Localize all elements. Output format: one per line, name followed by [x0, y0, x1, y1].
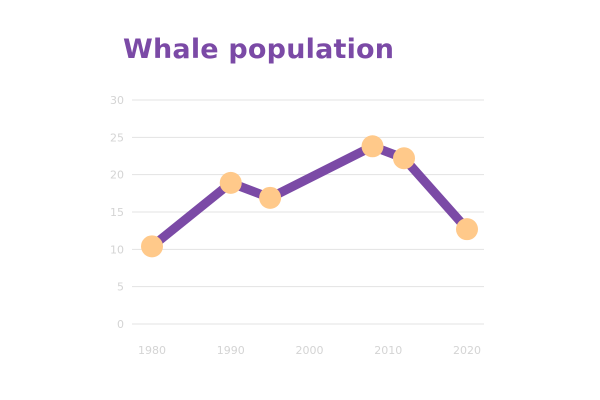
grid-lines	[132, 99, 484, 325]
series	[147, 141, 472, 251]
data-point	[141, 235, 163, 258]
x-tick-label: 1990	[217, 344, 245, 357]
y-axis-ticks: 0 5 10 15 20 25 30	[110, 94, 124, 331]
series-line	[147, 141, 472, 251]
x-tick-label: 1980	[138, 344, 166, 357]
y-tick-label: 10	[110, 243, 124, 256]
data-point	[393, 147, 415, 170]
y-tick-label: 0	[117, 318, 124, 331]
y-tick-label: 30	[110, 94, 124, 107]
x-axis-ticks: 1980 1990 2000 2010 2020	[138, 344, 481, 357]
chart-title: Whale population	[123, 34, 395, 65]
data-point	[219, 171, 242, 194]
x-tick-label: 2010	[374, 344, 402, 357]
y-tick-label: 25	[110, 131, 124, 144]
y-tick-label: 20	[110, 169, 124, 182]
data-points	[141, 135, 478, 258]
y-tick-label: 15	[110, 206, 124, 219]
data-point	[456, 218, 478, 241]
x-tick-label: 2000	[296, 344, 324, 357]
data-point	[259, 186, 282, 209]
y-tick-label: 5	[117, 281, 124, 294]
data-point	[361, 135, 384, 158]
x-tick-label: 2020	[453, 344, 481, 357]
